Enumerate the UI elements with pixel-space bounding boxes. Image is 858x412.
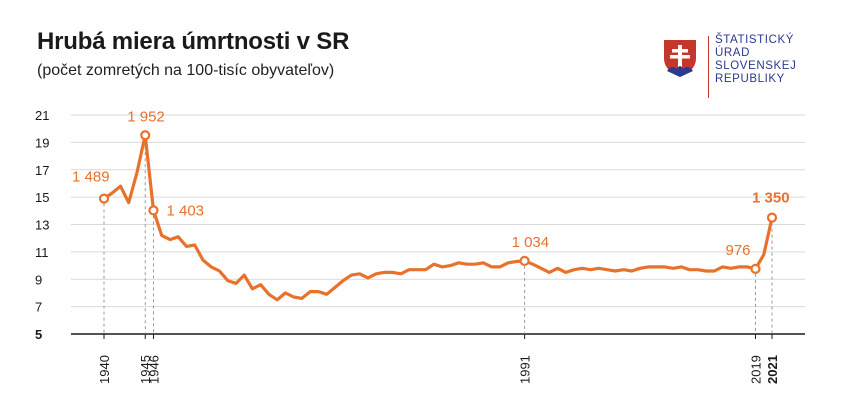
x-tick-label: 1991: [518, 355, 533, 384]
x-tick-label: 2021: [765, 355, 780, 384]
data-label: 1 489: [72, 169, 110, 186]
x-tick-label: 2019: [749, 355, 764, 384]
y-tick-label: 19: [35, 135, 49, 150]
data-point-marker: [766, 212, 778, 223]
data-label: 1 350: [752, 190, 790, 207]
data-point-marker: [98, 193, 110, 204]
data-point-marker: [148, 205, 159, 216]
data-label: 1 403: [166, 202, 204, 219]
y-tick-label: 11: [35, 245, 49, 260]
y-tick-label: 15: [35, 190, 49, 205]
x-tick-label: 1946: [146, 355, 161, 384]
y-tick-label: 13: [35, 218, 49, 233]
y-tick-label: 17: [35, 163, 49, 178]
data-label: 1 034: [512, 234, 550, 251]
data-point-marker: [519, 255, 530, 267]
y-tick-label: 9: [35, 272, 42, 287]
y-tick-label: 5: [35, 327, 42, 342]
data-label: 976: [726, 242, 751, 259]
logo-line-2: ÚRAD: [715, 47, 750, 59]
logo-line-4: REPUBLIKY: [715, 73, 785, 85]
x-tick-label: 1945: [138, 355, 153, 384]
logo-divider: [708, 36, 709, 98]
slovak-coat-of-arms-icon: [664, 40, 696, 77]
data-point-marker: [750, 263, 761, 274]
chart-subtitle: (počet zomretých na 100-tisíc obyvateľov…: [37, 62, 335, 79]
logo-line-1: ŠTATISTICKÝ: [715, 34, 795, 46]
data-label: 1 952: [127, 108, 165, 125]
data-point-marker: [140, 130, 151, 141]
x-tick-label: 1940: [97, 355, 112, 384]
series-line: [102, 133, 774, 302]
chart-title: Hrubá miera úmrtnosti v SR: [37, 28, 350, 55]
y-tick-label: 21: [35, 108, 49, 123]
logo-text: ŠTATISTICKÝ ÚRAD SLOVENSKEJ REPUBLIKY: [715, 34, 796, 86]
logo-line-3: SLOVENSKEJ: [715, 60, 797, 72]
organization-logo: ŠTATISTICKÝ ÚRAD SLOVENSKEJ REPUBLIKY: [660, 34, 850, 104]
y-tick-label: 7: [35, 300, 42, 315]
